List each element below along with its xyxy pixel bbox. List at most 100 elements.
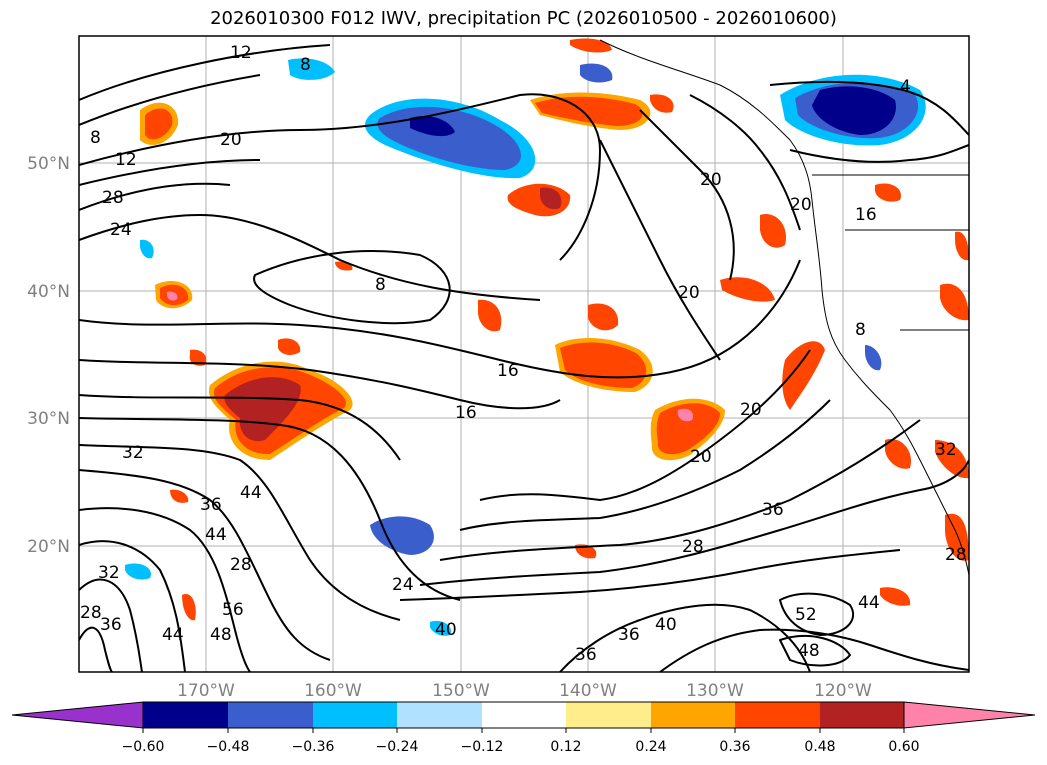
contour-label: 28	[682, 537, 704, 557]
precip-positive-region	[166, 291, 178, 301]
precip-positive-region	[720, 277, 775, 302]
precip-positive-region	[182, 594, 196, 621]
lon-label: 160°W	[304, 681, 362, 701]
contour-label: 44	[205, 525, 227, 545]
lon-label: 140°W	[559, 681, 617, 701]
precip-positive-region	[935, 440, 969, 479]
precip-positive-region	[880, 587, 911, 606]
colorbar-tick-label: 0.24	[635, 739, 666, 755]
precip-positive-region	[540, 187, 562, 210]
contour-label: 44	[858, 593, 880, 613]
contour-label: 20	[740, 400, 762, 420]
iwv-contours	[79, 44, 969, 672]
colorbar-extend-high	[903, 701, 1036, 729]
contour-label: 36	[618, 625, 640, 645]
colorbar-tick-label: −0.12	[461, 739, 504, 755]
contour-label: 28	[80, 603, 102, 623]
colorbar-segment	[313, 702, 397, 728]
contour-label: 36	[100, 615, 122, 635]
contour-label: 36	[762, 500, 784, 520]
contour-label: 20	[700, 170, 722, 190]
contour-label: 20	[690, 447, 712, 467]
map-frame	[78, 35, 970, 673]
colorbar-tick-label: −0.60	[122, 739, 165, 755]
map-content: 12 8 20 8 12 28 24 4 20 20 16 8 20 8 16 …	[79, 36, 969, 672]
contour-label: 12	[230, 43, 252, 63]
contour-label: 16	[455, 403, 477, 423]
lat-label: 50°N	[27, 154, 70, 174]
contour-label: 16	[497, 361, 519, 381]
contour-label: 44	[162, 625, 184, 645]
precip-negative-region	[865, 345, 882, 371]
colorbar-segment	[651, 702, 735, 728]
figure-title: 2026010300 F012 IWV, precipitation PC (2…	[210, 8, 837, 29]
longitude-labels: 170°W 160°W 150°W 140°W 130°W 120°W	[177, 681, 872, 701]
contour-label: 28	[102, 188, 124, 208]
colorbar-segment	[143, 702, 228, 728]
colorbar-segment	[482, 702, 566, 728]
contour-label: 12	[115, 150, 137, 170]
precip-negative-region	[370, 516, 434, 555]
contour-label: 20	[678, 283, 700, 303]
precip-negative-region	[580, 63, 613, 83]
precip-positive-region	[945, 513, 969, 561]
contour-label: 32	[98, 563, 120, 583]
contour-label: 4	[900, 77, 911, 97]
precip-positive-region	[189, 349, 207, 366]
latitude-labels: 50°N 40°N 30°N 20°N	[27, 154, 70, 557]
precip-negative-region	[125, 563, 151, 580]
contour-label: 40	[655, 615, 677, 635]
contour-label: 24	[392, 575, 414, 595]
colorbar: −0.60 −0.48 −0.36 −0.24 −0.12 0.12 0.24 …	[11, 701, 1036, 755]
colorbar-ticks	[142, 728, 905, 733]
lat-label: 20°N	[27, 537, 70, 557]
contour-label: 8	[855, 320, 866, 340]
lon-label: 170°W	[177, 681, 235, 701]
contour-label: 48	[798, 641, 820, 661]
precip-positive-region	[278, 338, 301, 355]
contour-label: 28	[230, 555, 252, 575]
precip-negative-region	[430, 620, 451, 636]
contour-label: 36	[200, 495, 222, 515]
coastlines	[599, 39, 969, 576]
colorbar-segment	[566, 702, 651, 728]
precip-positive-region	[588, 303, 619, 331]
colorbar-tick-label: −0.24	[376, 739, 419, 755]
contour-label: 8	[300, 55, 311, 75]
contour-label: 8	[90, 128, 101, 148]
lon-label: 120°W	[814, 681, 872, 701]
colorbar-tick-label: −0.36	[292, 739, 335, 755]
lon-label: 130°W	[686, 681, 744, 701]
colorbar-tick-label: 0.60	[888, 739, 919, 755]
contour-label: 16	[855, 205, 877, 225]
precip-negative-region	[410, 115, 455, 137]
precip-positive-region	[535, 96, 643, 126]
contour-label: 56	[222, 600, 244, 620]
colorbar-segment	[735, 702, 820, 728]
precip-positive-region	[875, 183, 901, 202]
precipitation-shading	[125, 38, 969, 636]
contour-label: 24	[110, 220, 132, 240]
precip-negative-region	[812, 86, 896, 135]
precip-positive-region	[940, 283, 969, 321]
contour-labels: 12 8 20 8 12 28 24 4 20 20 16 8 20 8 16 …	[80, 43, 967, 665]
colorbar-segment	[397, 702, 482, 728]
contour-label: 20	[790, 195, 812, 215]
precip-positive-region	[570, 38, 612, 53]
contour-label: 52	[795, 605, 817, 625]
precip-positive-region	[650, 94, 674, 113]
colorbar-extend-low	[11, 701, 144, 729]
precip-positive-region	[170, 489, 189, 503]
colorbar-tick-label: 0.36	[719, 739, 750, 755]
contour-label: 20	[220, 130, 242, 150]
colorbar-tick-label: 0.48	[804, 739, 835, 755]
colorbar-segment	[820, 702, 904, 728]
contour-label: 44	[240, 483, 262, 503]
precip-positive-region	[677, 408, 694, 422]
colorbar-tick-label: −0.48	[207, 739, 250, 755]
lon-label: 150°W	[432, 681, 490, 701]
precip-positive-region	[885, 439, 911, 469]
precip-positive-region	[656, 403, 720, 455]
precip-positive-region	[478, 299, 502, 332]
